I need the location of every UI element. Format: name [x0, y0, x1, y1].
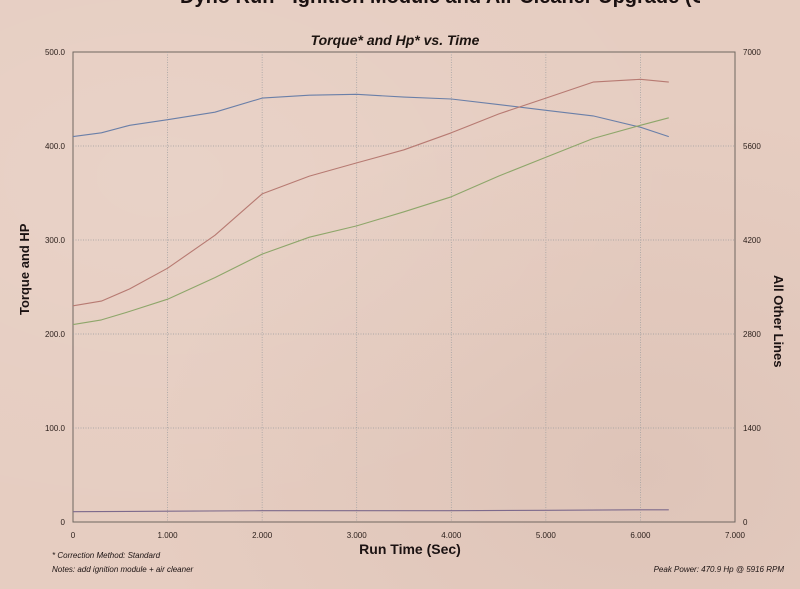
- series-line-3: [72, 117, 669, 326]
- y-tick-label: 200.0: [45, 330, 66, 339]
- series-line-2: [72, 78, 669, 307]
- notes-text: Notes: add ignition module + air cleaner: [52, 565, 194, 574]
- peak-power-note: Peak Power: 470.9 Hp @ 5916 RPM: [653, 565, 784, 574]
- y2-tick-label: 2800: [743, 330, 761, 339]
- y-tick-label: 400.0: [45, 142, 66, 151]
- y-tick-label: 0: [61, 518, 66, 527]
- correction-note: * Correction Method: Standard: [52, 551, 161, 560]
- x-tick-label: 1.000: [158, 531, 179, 540]
- x-tick-label: 3.000: [347, 531, 368, 540]
- page-top-title: Dyno Run - Ignition Module and Air Clean…: [180, 0, 700, 8]
- x-axis-label: Run Time (Sec): [359, 541, 461, 557]
- y-tick-label: 500.0: [45, 48, 66, 57]
- x-tick-label: 6.000: [630, 531, 651, 540]
- y2-tick-label: 7000: [743, 48, 761, 57]
- y2-tick-label: 5600: [743, 142, 761, 151]
- x-tick-label: 4.000: [441, 531, 462, 540]
- series-line-1: [72, 93, 669, 138]
- y2-tick-label: 0: [743, 518, 748, 527]
- plot-frame: [72, 51, 736, 523]
- x-tick-label: 5.000: [536, 531, 557, 540]
- y-tick-label: 300.0: [45, 236, 66, 245]
- chart-title: Torque* and Hp* vs. Time: [310, 32, 480, 48]
- x-tick-label: 0: [71, 531, 76, 540]
- y2-tick-label: 4200: [743, 236, 761, 245]
- y-tick-label: 100.0: [45, 424, 66, 433]
- series-line-4: [72, 509, 669, 513]
- x-tick-label: 7.000: [725, 531, 746, 540]
- x-tick-label: 2.000: [252, 531, 273, 540]
- y2-tick-label: 1400: [743, 424, 761, 433]
